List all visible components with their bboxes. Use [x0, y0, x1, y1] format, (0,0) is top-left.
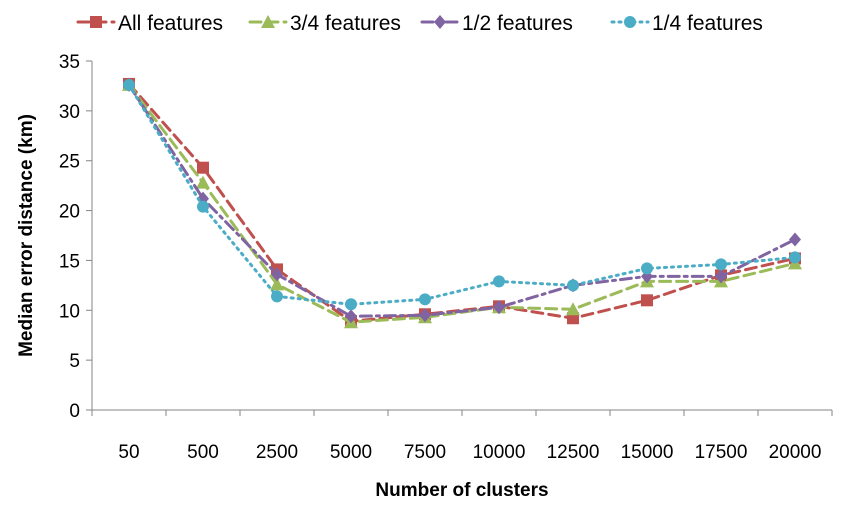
data-point [271, 290, 283, 303]
legend-marker [434, 15, 446, 29]
series-line [127, 83, 797, 306]
data-point [715, 258, 727, 271]
data-point [270, 277, 284, 291]
series-1 [123, 77, 801, 328]
x-axis-title: Number of clusters [375, 480, 548, 501]
legend-label: All features [118, 12, 223, 35]
series-4 [123, 78, 801, 311]
data-point [197, 200, 209, 213]
y-tick-label: 5 [69, 351, 80, 372]
data-point [197, 161, 209, 174]
y-tick-label: 0 [69, 401, 80, 422]
x-tick-label: 15000 [621, 442, 674, 463]
series-layer [122, 77, 802, 329]
series-3 [123, 77, 801, 324]
data-point [789, 232, 801, 247]
legend-item: 1/2 features [420, 12, 573, 35]
data-point [345, 309, 357, 324]
y-tick-label: 35 [59, 52, 80, 73]
x-tick-label: 7500 [404, 442, 446, 463]
y-tick-label: 10 [59, 301, 80, 322]
data-point [566, 302, 580, 316]
x-tick-label: 12500 [547, 442, 600, 463]
legend: All features 3/4 features 1/2 features 1/4 … [76, 12, 763, 35]
data-point [196, 175, 210, 189]
y-tick-label: 20 [59, 202, 80, 223]
legend-label: 1/4 features [652, 12, 763, 35]
data-point [493, 275, 505, 288]
legend-marker [90, 16, 102, 28]
data-point [641, 294, 653, 307]
x-tick-label: 500 [187, 442, 219, 463]
x-tick-label: 20000 [769, 442, 822, 463]
data-point [271, 267, 283, 282]
legend-item: 3/4 features [248, 12, 401, 35]
data-point [123, 78, 135, 91]
y-tick-label: 25 [59, 152, 80, 173]
x-tick-label: 10000 [473, 442, 526, 463]
data-point [493, 300, 505, 315]
axes: 0 5 10 15 20 25 30 35 50 500 2500 5000 7500 10000 1250… [59, 52, 833, 463]
legend-marker [261, 15, 275, 28]
series-line [127, 82, 797, 323]
y-tick-label: 15 [59, 251, 80, 272]
data-point [789, 251, 801, 264]
data-point [419, 308, 431, 323]
legend-item: All features [76, 12, 223, 35]
legend-label: 3/4 features [290, 12, 401, 35]
data-point [641, 262, 653, 275]
series-2 [122, 77, 802, 329]
series-line [127, 83, 797, 318]
x-tick-label: 2500 [256, 442, 298, 463]
legend-marker [624, 16, 636, 28]
x-tick-label: 5000 [330, 442, 372, 463]
legend-item: 1/4 features [610, 12, 763, 35]
data-point [345, 298, 357, 311]
data-point [715, 269, 727, 284]
data-point [567, 279, 579, 292]
y-tick-label: 30 [59, 102, 80, 123]
data-point [419, 293, 431, 306]
legend-label: 1/2 features [462, 12, 573, 35]
y-axis-title: Median error distance (km) [16, 114, 37, 357]
x-tick-label: 50 [118, 442, 139, 463]
x-tick-label: 17500 [695, 442, 748, 463]
